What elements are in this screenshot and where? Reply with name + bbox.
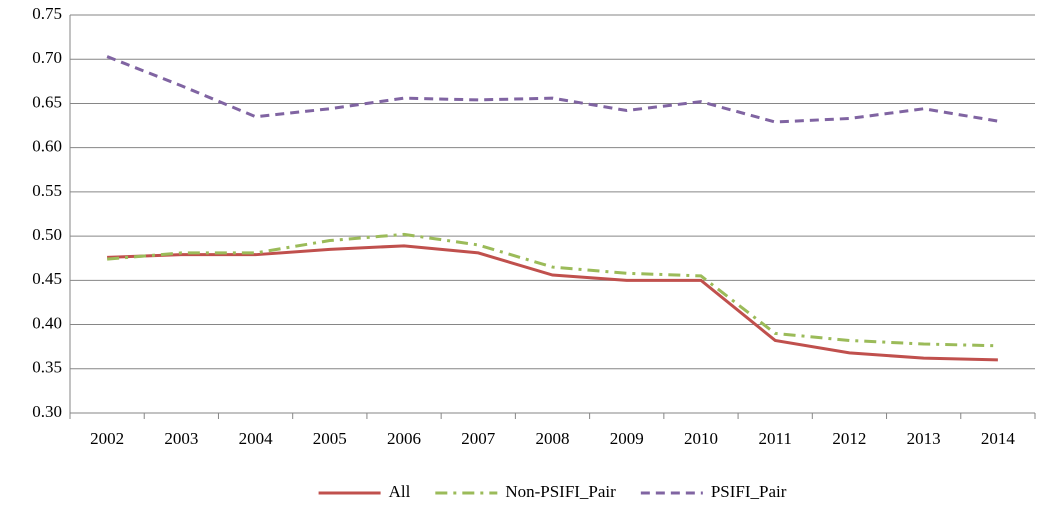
y-tick-label: 0.70 (32, 48, 62, 67)
series-line (106, 55, 999, 124)
x-tick-label: 2011 (759, 429, 792, 448)
series-line (107, 244, 998, 362)
x-tick-label: 2003 (164, 429, 198, 448)
y-tick-label: 0.30 (32, 402, 62, 421)
x-tick-label: 2012 (832, 429, 866, 448)
x-tick-label: 2004 (239, 429, 274, 448)
x-tick-label: 2007 (461, 429, 496, 448)
y-tick-label: 0.40 (32, 313, 62, 332)
x-tick-label: 2008 (536, 429, 570, 448)
x-tick-label: 2006 (387, 429, 421, 448)
legend-label: Non-PSIFI_Pair (505, 482, 616, 501)
y-tick-label: 0.35 (32, 358, 62, 377)
y-tick-label: 0.65 (32, 92, 62, 111)
y-tick-label: 0.45 (32, 269, 62, 288)
legend-label: PSIFI_Pair (711, 482, 787, 501)
x-tick-label: 2010 (684, 429, 718, 448)
x-tick-label: 2014 (981, 429, 1016, 448)
x-tick-label: 2005 (313, 429, 347, 448)
y-tick-label: 0.55 (32, 181, 62, 200)
y-tick-label: 0.75 (32, 4, 62, 23)
legend-label: All (389, 482, 411, 501)
x-tick-label: 2009 (610, 429, 644, 448)
y-tick-label: 0.50 (32, 225, 62, 244)
x-tick-label: 2013 (907, 429, 941, 448)
y-tick-label: 0.60 (32, 137, 62, 156)
series-line (106, 232, 998, 348)
x-tick-label: 2002 (90, 429, 124, 448)
